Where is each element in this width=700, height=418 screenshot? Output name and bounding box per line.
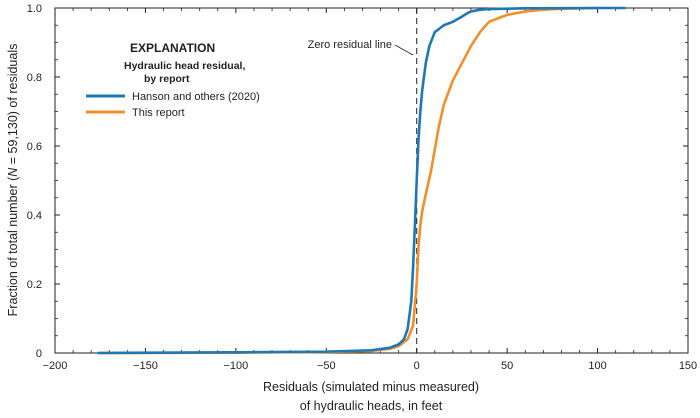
y-axis-label: Fraction of total number (N = 59,130) of… <box>6 44 20 317</box>
y-tick-label: 0.4 <box>27 210 42 222</box>
series-line-hanson <box>97 6 626 355</box>
zero-residual-leader <box>394 44 414 56</box>
y-tick-label: 1.0 <box>27 3 42 15</box>
y-tick-label: 0.8 <box>27 72 42 84</box>
legend-title: EXPLANATION <box>130 41 215 55</box>
legend-label-hanson: Hanson and others (2020) <box>132 91 260 103</box>
y-axis: 0 0.2 0.4 0.6 0.8 1.0 <box>27 3 688 360</box>
y-tick-label: 0 <box>36 348 42 360</box>
x-tick-label: 100 <box>588 360 606 372</box>
y-axis-label-part3: = 59,130) of residuals <box>6 44 20 168</box>
x-axis: −200 −150 −100 −50 0 50 100 150 <box>43 8 697 372</box>
x-tick-label: 50 <box>501 360 513 372</box>
x-tick-label: 0 <box>414 360 420 372</box>
x-tick-label: −150 <box>133 360 158 372</box>
y-tick-label: 0.2 <box>27 279 42 291</box>
y-axis-label-part1: Fraction of total number ( <box>6 176 20 316</box>
series-group <box>97 6 626 355</box>
x-tick-label: −200 <box>43 360 68 372</box>
legend-label-this-report: This report <box>132 107 185 119</box>
x-tick-label: −100 <box>223 360 248 372</box>
x-axis-label-line1: Residuals (simulated minus measured) <box>263 380 479 394</box>
x-axis-label-line2: of hydraulic heads, in feet <box>300 399 443 413</box>
y-tick-label: 0.6 <box>27 141 42 153</box>
legend-subtitle-line2: by report <box>144 73 190 85</box>
legend-subtitle-line1: Hydraulic head residual, <box>124 60 245 72</box>
legend: EXPLANATION Hydraulic head residual, by … <box>86 41 260 119</box>
y-axis-label-n: N <box>6 167 20 177</box>
x-tick-label: 150 <box>679 360 697 372</box>
zero-residual-label: Zero residual line <box>308 39 392 51</box>
x-tick-label: −50 <box>317 360 336 372</box>
